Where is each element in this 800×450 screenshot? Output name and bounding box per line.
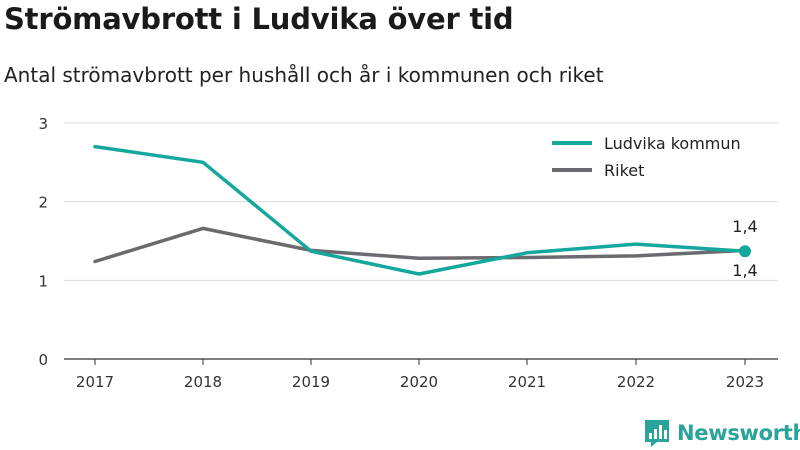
x-tick-label: 2018	[184, 373, 222, 391]
brand-name: Newsworthy	[677, 421, 800, 445]
grid	[64, 122, 778, 360]
chart-title: Strömavbrott i Ludvika över tid	[4, 2, 514, 36]
end-labels: 1,4 1,4	[732, 217, 757, 280]
y-tick-label: 3	[38, 115, 48, 133]
end-label-ludvika: 1,4	[732, 217, 757, 236]
x-axis-ticks: 2017 2018 2019 2020 2021 2022 2023	[76, 359, 764, 391]
chart-subtitle: Antal strömavbrott per hushåll och år i …	[4, 63, 604, 87]
series-group	[93, 144, 751, 276]
y-tick-label: 1	[38, 272, 48, 290]
x-tick-label: 2017	[76, 373, 114, 391]
end-point-marker	[739, 245, 751, 258]
newsworthy-logo-icon	[645, 420, 669, 447]
x-tick-label: 2022	[617, 373, 655, 391]
legend-label: Ludvika kommun	[604, 134, 741, 153]
legend: Ludvika kommun Riket	[552, 134, 741, 180]
series-line-ludvika-kommun	[93, 144, 747, 276]
y-tick-label: 0	[38, 351, 48, 369]
series-line-riket	[93, 226, 747, 264]
x-tick-label: 2020	[400, 373, 438, 391]
y-axis-ticks: 0 1 2 3	[38, 115, 48, 369]
y-tick-label: 2	[38, 194, 48, 212]
x-tick-label: 2021	[508, 373, 546, 391]
brand-logo: Newsworthy	[643, 418, 800, 448]
x-tick-label: 2019	[292, 373, 330, 391]
legend-label: Riket	[604, 161, 644, 180]
end-label-riket: 1,4	[732, 261, 757, 280]
x-tick-label: 2023	[726, 373, 764, 391]
